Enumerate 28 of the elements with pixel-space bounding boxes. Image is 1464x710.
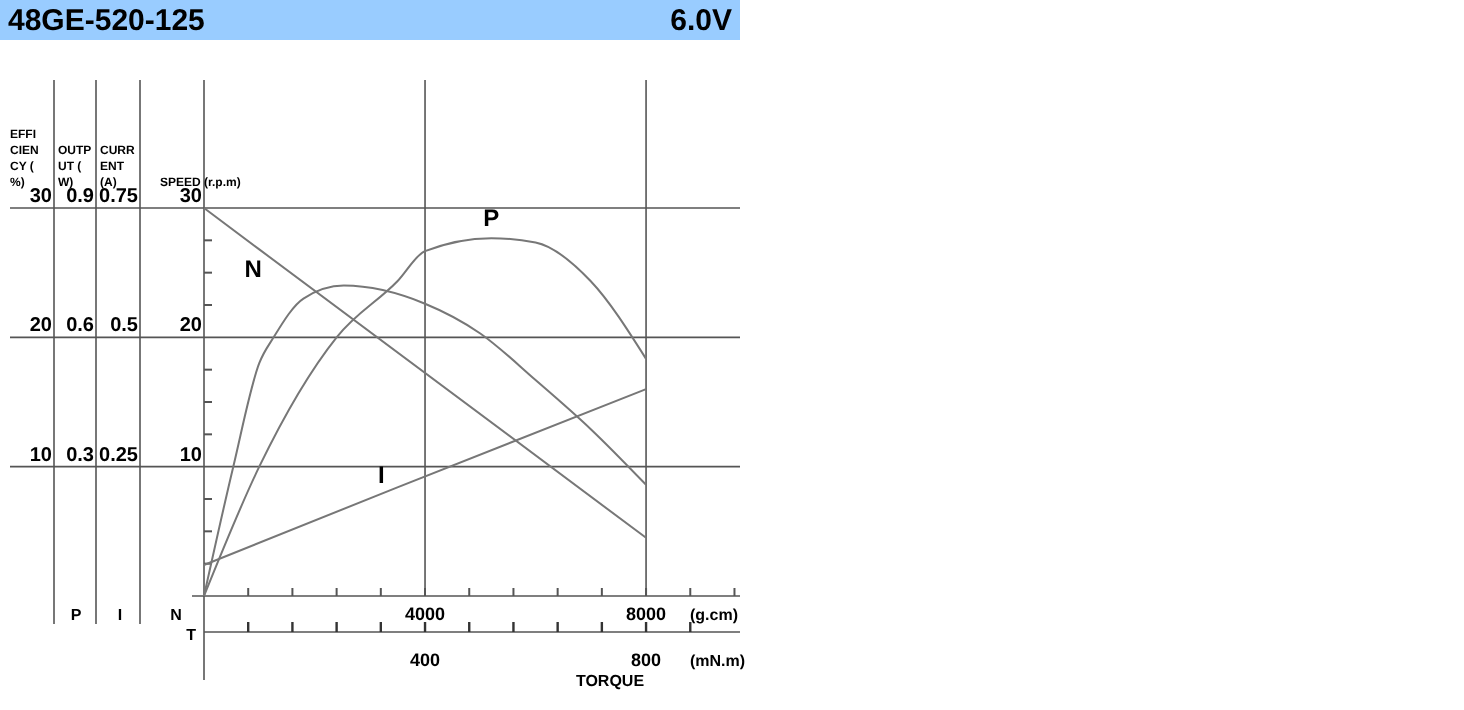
- chart-subtitle: 6.0V: [670, 4, 732, 38]
- y-tick-label: 10: [29, 444, 53, 467]
- y2-tick-label: 0.9: [66, 186, 95, 208]
- chart-title: 48GE-520-125: [8, 4, 205, 38]
- text: (g.cm): [690, 606, 739, 624]
- y3-tick-label: 0.75: [99, 186, 139, 208]
- text: (mN.m): [690, 652, 746, 670]
- x2-tick-label: 800: [631, 650, 662, 670]
- x-tick-label: 4000: [405, 604, 446, 624]
- text: I: [117, 606, 123, 624]
- y2-tick-label: 0.3: [66, 444, 95, 467]
- y-tick-label: 20: [29, 315, 53, 338]
- text: T: [186, 626, 197, 644]
- text: 30: [179, 186, 203, 208]
- x-tick-label: 8000: [626, 604, 667, 624]
- y3-tick-label: 0.25: [99, 444, 139, 467]
- text: N: [170, 606, 183, 624]
- text: P: [70, 606, 83, 624]
- text: 10: [179, 444, 203, 467]
- series-label: N: [244, 255, 262, 284]
- y2-tick-label: 0.6: [66, 315, 95, 338]
- y-tick-label: 30: [29, 186, 53, 208]
- x2-tick-label: 400: [410, 650, 441, 670]
- x-axis-title: TORQUE: [575, 672, 646, 690]
- series-label: P: [483, 204, 500, 233]
- y3-tick-label: 0.5: [110, 315, 139, 338]
- series-label: I: [378, 461, 385, 490]
- text: 20: [179, 315, 203, 338]
